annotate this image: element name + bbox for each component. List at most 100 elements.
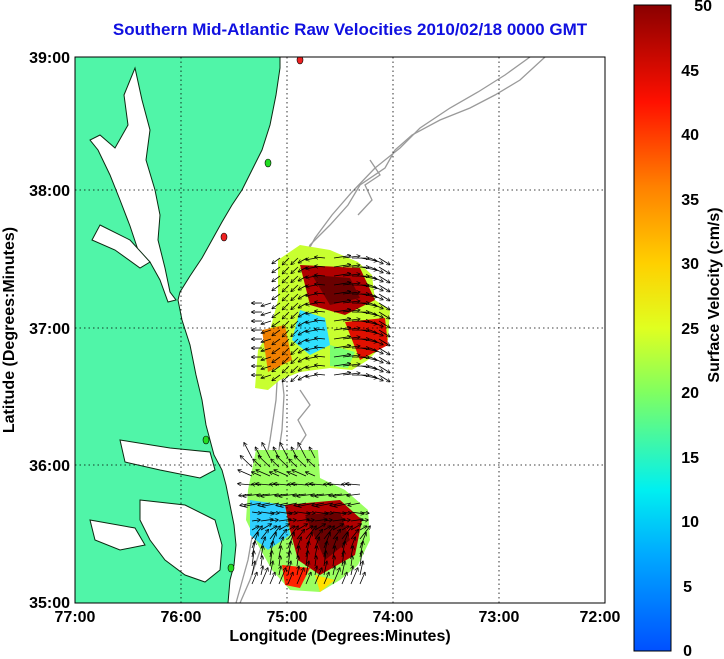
velocity-arrow (260, 568, 268, 585)
velocity-arrow (280, 443, 289, 459)
colorbar-tick-label: 0 (683, 643, 692, 659)
velocity-arrow (359, 526, 367, 531)
velocity-arrow (333, 310, 350, 313)
velocity-arrow (292, 484, 307, 485)
velocity-arrow (269, 526, 277, 531)
velocity-arrow (272, 320, 281, 327)
velocity-arrow (347, 494, 361, 496)
colorbar-tick-label: 10 (681, 514, 699, 531)
x-tick-label: 73:00 (479, 609, 520, 626)
velocity-arrow (341, 573, 347, 585)
velocity-arrow (238, 470, 253, 477)
velocity-arrow (244, 443, 253, 459)
velocity-arrow (291, 302, 299, 309)
velocity-arrow (369, 257, 383, 264)
velocity-arrow (261, 338, 272, 342)
colorbar-tick-label: 25 (681, 321, 699, 338)
x-tick-label: 76:00 (161, 609, 202, 626)
velocity-arrow (292, 470, 307, 477)
map-title: Southern Mid-Atlantic Raw Velocities 201… (112, 20, 588, 39)
velocity-arrow (323, 526, 331, 531)
velocity-arrow (291, 293, 299, 300)
velocity-arrow (291, 374, 299, 381)
velocity-arrow (261, 311, 272, 315)
velocity-arrow (323, 520, 332, 521)
velocity-arrow (369, 356, 383, 363)
velocity-arrow (238, 484, 253, 485)
velocity-arrow (279, 556, 280, 567)
colorbar (633, 4, 672, 652)
velocity-arrow (350, 519, 363, 521)
velocity-arrow (278, 568, 286, 585)
velocity-arrow (278, 524, 289, 531)
velocity-arrow (378, 356, 390, 364)
velocity-arrow (287, 561, 291, 576)
velocity-arrow (315, 566, 317, 576)
velocity-arrow (288, 472, 298, 477)
velocity-arrow (348, 502, 361, 505)
velocity-arrow (333, 328, 350, 331)
velocity-arrow (333, 373, 350, 376)
velocity-arrow (283, 338, 290, 346)
velocity-arrow (272, 374, 281, 381)
velocity-arrow (315, 311, 326, 312)
velocity-arrow (306, 472, 316, 477)
velocity-arrow (283, 356, 290, 364)
velocity-arrow (262, 443, 271, 459)
velocity-arrow (271, 459, 280, 468)
x-axis-label: Longitude (Degrees:Minutes) (229, 628, 450, 645)
velocity-arrow (315, 320, 326, 321)
velocity-arrow (272, 275, 281, 282)
velocity-arrow (342, 292, 360, 295)
velocity-arrow (269, 512, 279, 513)
velocity-arrow (283, 302, 290, 310)
colorbar-tick-label: 50 (694, 0, 712, 15)
velocity-arrow (369, 329, 383, 336)
velocity-arrow (323, 512, 333, 513)
velocity-arrow (272, 266, 281, 273)
x-tick-label: 72:00 (580, 609, 621, 626)
velocity-arrow (341, 512, 351, 513)
velocity-arrow (333, 274, 350, 277)
plot-frame (74, 56, 606, 604)
stations (202, 57, 304, 573)
velocity-arrow (378, 365, 390, 373)
colorbar-tick-label: 45 (681, 63, 699, 80)
velocity-arrow (287, 512, 297, 513)
velocity-arrow (351, 566, 353, 576)
velocity-arrow (251, 512, 261, 513)
velocity-arrow (309, 447, 316, 459)
velocity-arrow (256, 484, 271, 485)
y-axis-ticks: 39:00 38:00 37:00 36:00 35:00 (29, 50, 70, 612)
velocity-arrow (342, 283, 360, 286)
velocity-arrow (278, 512, 292, 514)
velocity-arrow (332, 568, 340, 585)
velocity-arrow (253, 459, 262, 468)
velocity-arrow (360, 329, 377, 333)
velocity-arrow (378, 329, 390, 337)
velocity-arrow (260, 512, 274, 514)
velocity-arrow (283, 266, 290, 274)
velocity-arrow (315, 266, 326, 267)
velocity-arrow (342, 256, 360, 259)
velocity-arrow (332, 524, 343, 531)
velocity-vectors (238, 256, 390, 585)
velocity-arrow (378, 266, 390, 274)
velocity-arrow (369, 347, 383, 354)
velocity-arrow (350, 512, 364, 514)
velocity-arrow (261, 556, 262, 567)
x-axis-ticks: 77:00 76:00 75:00 74:00 73:00 72:00 (55, 609, 621, 626)
station-marker (202, 435, 210, 445)
velocity-arrow (360, 365, 377, 369)
velocity-arrow (342, 328, 360, 331)
land (75, 57, 281, 603)
velocity-arrow (283, 275, 290, 283)
velocity-arrow (314, 512, 328, 514)
velocity-arrow (291, 266, 299, 273)
velocity-arrow (369, 338, 383, 345)
velocity-arrow (296, 568, 304, 585)
colorbar-tick-label: 15 (681, 450, 699, 467)
velocity-arrow (291, 284, 299, 291)
velocity-arrow (342, 274, 360, 277)
velocity-arrow (378, 347, 390, 355)
